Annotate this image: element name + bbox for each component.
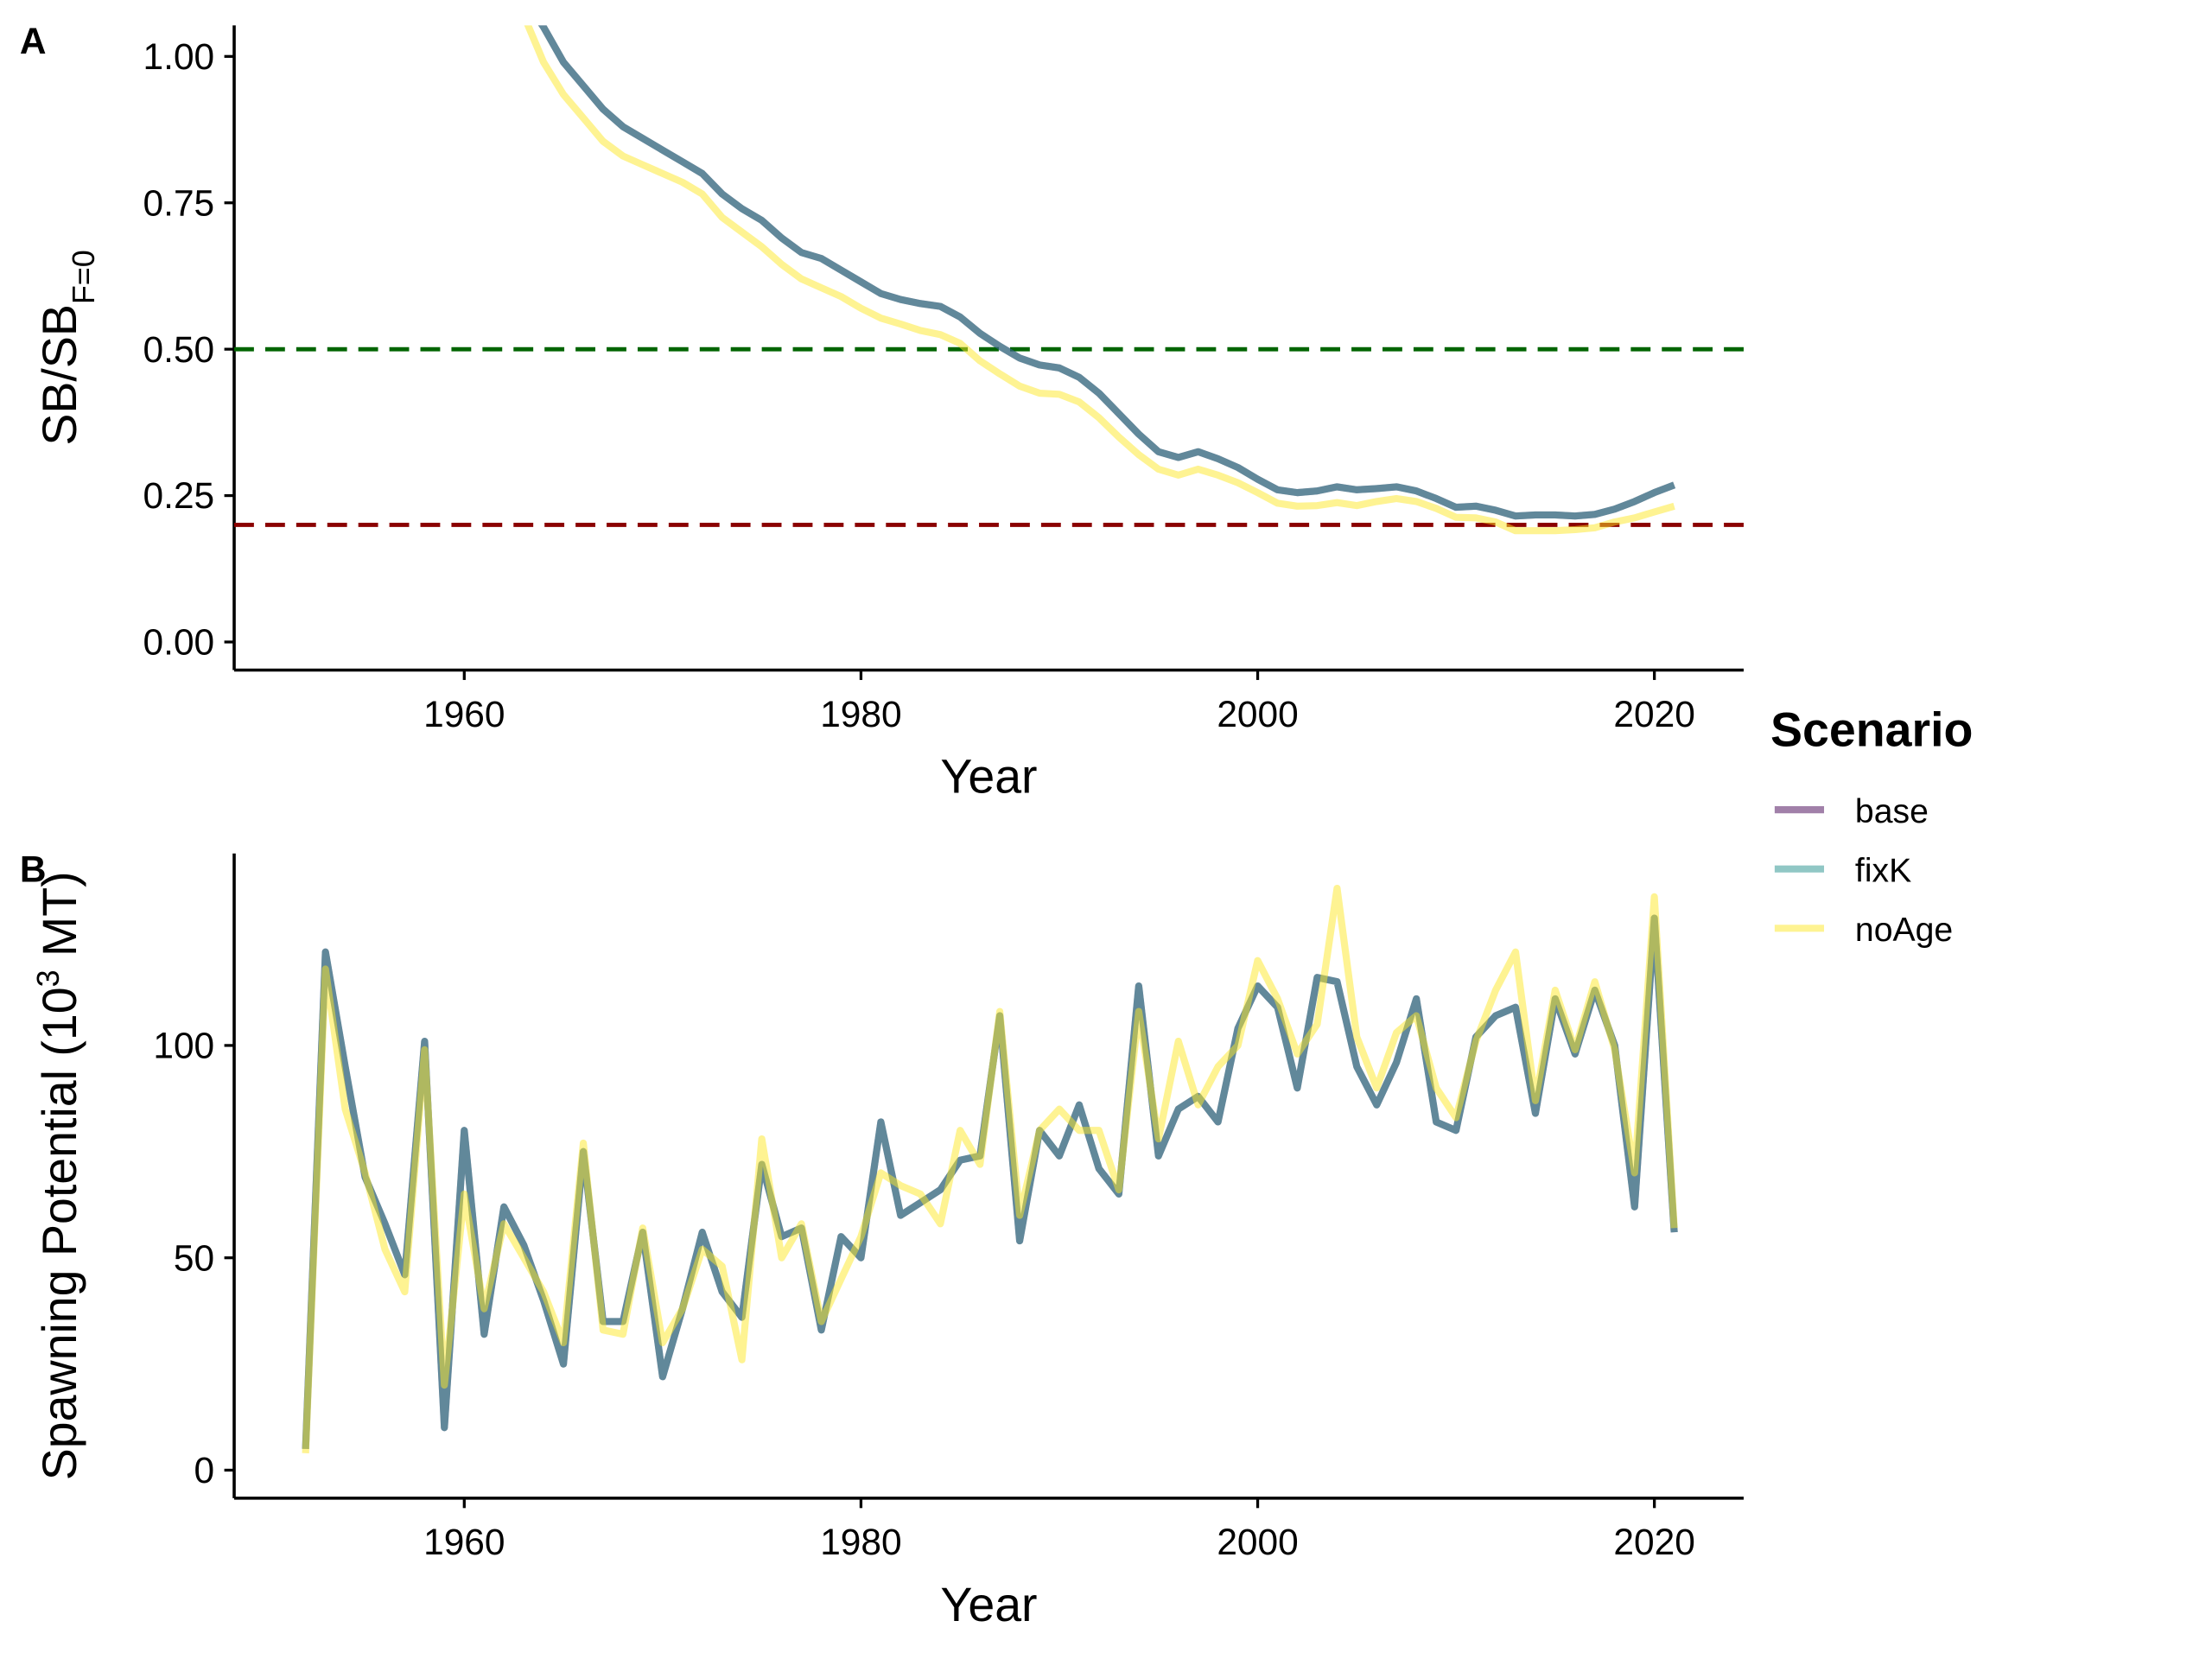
series-line <box>537 25 1676 520</box>
y-tick-label: 100 <box>153 1026 214 1066</box>
series-line <box>302 914 1678 1450</box>
y-axis-title-part: 3 <box>30 969 66 987</box>
series-line <box>302 885 1678 1453</box>
x-tick-label: 1980 <box>820 1522 901 1562</box>
panel-tag: A <box>20 21 47 61</box>
y-tick-label: 50 <box>174 1237 214 1278</box>
y-axis-title-part: F=0 <box>66 250 101 304</box>
x-tick-label: 2020 <box>1613 1522 1694 1562</box>
x-tick-label: 2000 <box>1217 694 1298 734</box>
y-tick-label: 0.25 <box>143 475 215 516</box>
x-tick-label: 2020 <box>1613 694 1694 734</box>
x-tick-label: 1980 <box>820 694 901 734</box>
x-tick-label: 1960 <box>423 1522 505 1562</box>
x-tick-label: 1960 <box>423 694 505 734</box>
y-axis-title: Spawning Potential (103 MT) <box>30 871 87 1480</box>
y-tick-label: 0.00 <box>143 622 215 663</box>
legend-label: fixK <box>1855 852 1911 889</box>
legend-title: Scenario <box>1770 703 1973 757</box>
y-axis-title: SB/SBF=0 <box>33 250 100 445</box>
series-group <box>524 25 1676 535</box>
series-line <box>524 25 1675 535</box>
y-axis-title-part: Spawning Potential (10 <box>33 987 86 1480</box>
series-line <box>537 25 1676 520</box>
y-tick-label: 1.00 <box>143 36 215 77</box>
series-group <box>302 885 1678 1453</box>
y-tick-label: 0.50 <box>143 329 215 370</box>
y-axis-title-part: SB/SB <box>33 304 86 446</box>
legend-label: noAge <box>1855 912 1953 949</box>
y-tick-label: 0 <box>194 1450 215 1491</box>
series-line <box>302 914 1678 1450</box>
panel-tag: B <box>20 849 47 889</box>
y-axis-title-part: MT) <box>33 871 86 969</box>
x-axis-title: Year <box>940 1578 1037 1631</box>
legend-label: base <box>1855 793 1929 830</box>
y-tick-label: 0.75 <box>143 182 215 223</box>
x-tick-label: 2000 <box>1217 1522 1298 1562</box>
x-axis-title: Year <box>940 750 1037 804</box>
